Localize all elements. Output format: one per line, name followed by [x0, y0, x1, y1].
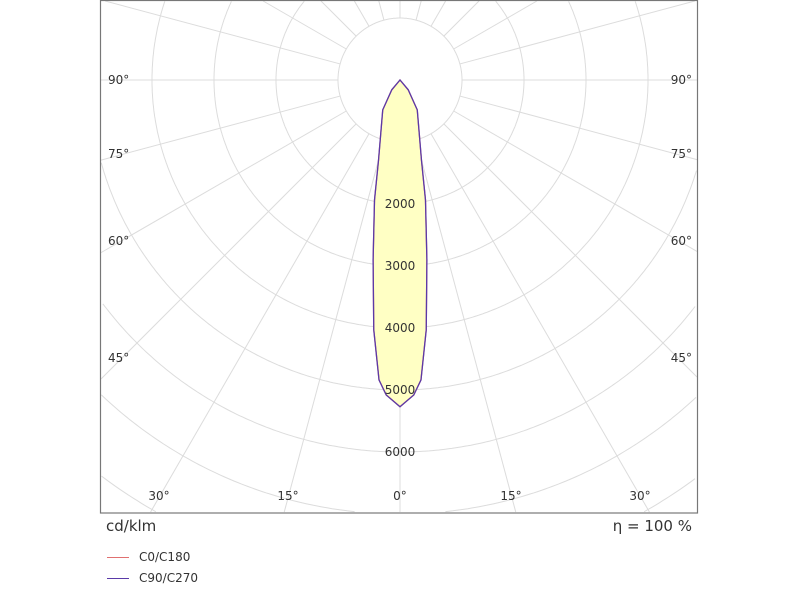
- radial-tick-label: 6000: [385, 445, 416, 459]
- radial-tick-label: 5000: [385, 383, 416, 397]
- angle-grid-line: [443, 0, 480, 37]
- radial-grid-circle: [213, 1, 400, 267]
- angle-label-bottom: 15°: [500, 489, 521, 503]
- radial-grid-circle: [400, 170, 697, 391]
- angle-grid-line: [283, 139, 385, 513]
- angle-grid-line: [100, 110, 347, 254]
- radial-grid-circle: [400, 0, 525, 205]
- efficiency-label: η = 100 %: [612, 517, 692, 535]
- radial-tick-label: 2000: [385, 197, 416, 211]
- angle-grid-line: [430, 0, 447, 27]
- angle-grid-line: [378, 0, 385, 21]
- legend-label: C0/C180: [139, 550, 191, 564]
- radial-grid-circle: [102, 303, 400, 453]
- legend-item-c0: C0/C180: [107, 550, 190, 564]
- angle-grid-line: [430, 133, 650, 513]
- radial-grid-circle: [275, 0, 400, 205]
- angle-label-left: 90°: [108, 73, 129, 87]
- angle-label-left: 75°: [108, 147, 129, 161]
- radial-grid-circle: [400, 1, 587, 267]
- intensity-curves: [372, 78, 428, 408]
- angle-grid-line: [453, 0, 538, 50]
- radial-grid-circle: [101, 475, 157, 513]
- angle-label-left: 45°: [108, 351, 129, 365]
- angle-label-right: 75°: [671, 147, 692, 161]
- angle-label-bottom: 30°: [148, 489, 169, 503]
- angle-grid-line: [459, 0, 695, 65]
- angle-grid-line: [415, 0, 422, 21]
- angle-grid-line: [262, 0, 347, 50]
- angle-grid-line: [100, 95, 341, 161]
- radial-grid-circle: [400, 306, 696, 453]
- radial-grid-circle: [100, 162, 400, 391]
- angle-grid-line: [105, 0, 341, 65]
- legend-swatch: [107, 556, 129, 558]
- curve-c90-c270: [372, 78, 428, 408]
- radial-tick-label: 3000: [385, 259, 416, 273]
- angle-grid-line: [443, 123, 698, 378]
- angle-label-bottom: 0°: [393, 489, 407, 503]
- angle-grid-line: [459, 95, 698, 161]
- angle-label-bottom: 15°: [277, 489, 298, 503]
- radial-grid-circle: [643, 478, 696, 513]
- legend-label: C90/C270: [139, 571, 198, 585]
- legend-item-c90: C90/C270: [107, 571, 198, 585]
- polar-grid: [100, 0, 698, 513]
- radial-tick-label: 4000: [385, 321, 416, 335]
- plot-frame: [99, 0, 699, 514]
- angle-label-bottom: 30°: [629, 489, 650, 503]
- angle-grid-line: [353, 0, 370, 27]
- angle-grid-line: [150, 133, 370, 513]
- angle-label-left: 60°: [108, 234, 129, 248]
- radial-grid-circle: [445, 397, 697, 513]
- angle-label-right: 90°: [671, 73, 692, 87]
- radial-grid-circle: [100, 394, 355, 513]
- angle-grid-line: [453, 110, 698, 252]
- angle-grid-line: [320, 0, 357, 37]
- angle-grid-line: [415, 139, 517, 513]
- angle-label-right: 45°: [671, 351, 692, 365]
- angle-label-right: 60°: [671, 234, 692, 248]
- unit-label: cd/klm: [106, 517, 157, 535]
- axis-labels: 2000 3000 4000 5000 6000 90° 75° 60° 45° 90° 75° 60…: [108, 73, 692, 503]
- radial-grid-circle: [400, 1, 649, 329]
- radial-grid-circle: [151, 1, 400, 329]
- angle-grid-line: [100, 123, 357, 380]
- legend-swatch: [107, 577, 129, 579]
